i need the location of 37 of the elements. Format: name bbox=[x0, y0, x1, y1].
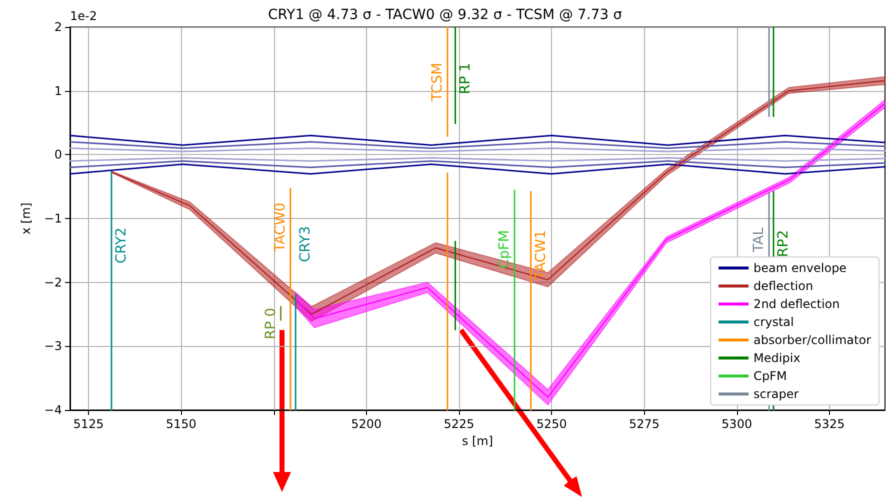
x-tick-label: 5125 bbox=[73, 417, 104, 431]
annotation: TAL bbox=[751, 227, 768, 254]
annotation: RP 0 bbox=[262, 308, 279, 340]
y-tick-label: −1 bbox=[44, 212, 62, 226]
legend-label: deflection bbox=[754, 279, 814, 293]
annotation: RP 1 bbox=[457, 62, 474, 94]
legend-label: Medipix bbox=[754, 351, 800, 365]
annotation: TACW1 bbox=[532, 230, 549, 280]
annotation: TACW0 bbox=[272, 202, 288, 253]
annotation: CRY3 bbox=[298, 226, 314, 262]
annotation: RP2 bbox=[775, 230, 792, 258]
x-tick-label: 5150 bbox=[166, 417, 196, 431]
legend-label: beam envelope bbox=[754, 261, 847, 275]
y-axis-title: x [m] bbox=[19, 202, 33, 234]
chart-title: CRY1 @ 4.73 σ - TACW0 @ 9.32 σ - TCSM @ 7.73 σ bbox=[268, 7, 622, 23]
x-tick-label: 5275 bbox=[628, 417, 660, 431]
y-tick-label: 0 bbox=[54, 148, 62, 162]
y-tick-label: 2 bbox=[54, 20, 62, 34]
x-tick-label: 5325 bbox=[814, 417, 845, 431]
x-tick-label: 5300 bbox=[722, 417, 752, 431]
legend-label: scraper bbox=[754, 387, 799, 401]
x-tick-label: 5200 bbox=[351, 417, 382, 431]
legend-label: 2nd deflection bbox=[754, 297, 840, 311]
x-tick-label: 5250 bbox=[536, 417, 567, 431]
annotation: CRY2 bbox=[113, 227, 130, 264]
text: 1e-2 bbox=[70, 9, 97, 23]
legend-label: crystal bbox=[754, 315, 794, 329]
annotation: TCSM bbox=[429, 62, 446, 102]
y-tick-label: −3 bbox=[44, 339, 62, 354]
x-tick-label: 5225 bbox=[444, 417, 474, 431]
legend-label: absorber/collimator bbox=[754, 333, 872, 347]
y-tick-label: −4 bbox=[44, 403, 62, 417]
legend-label: CpFM bbox=[754, 369, 787, 383]
annotation: CpFM bbox=[496, 230, 513, 269]
y-tick-label: 1 bbox=[54, 84, 62, 98]
y-tick-label: −2 bbox=[44, 275, 62, 290]
x-axis-title: s [m] bbox=[462, 434, 494, 448]
